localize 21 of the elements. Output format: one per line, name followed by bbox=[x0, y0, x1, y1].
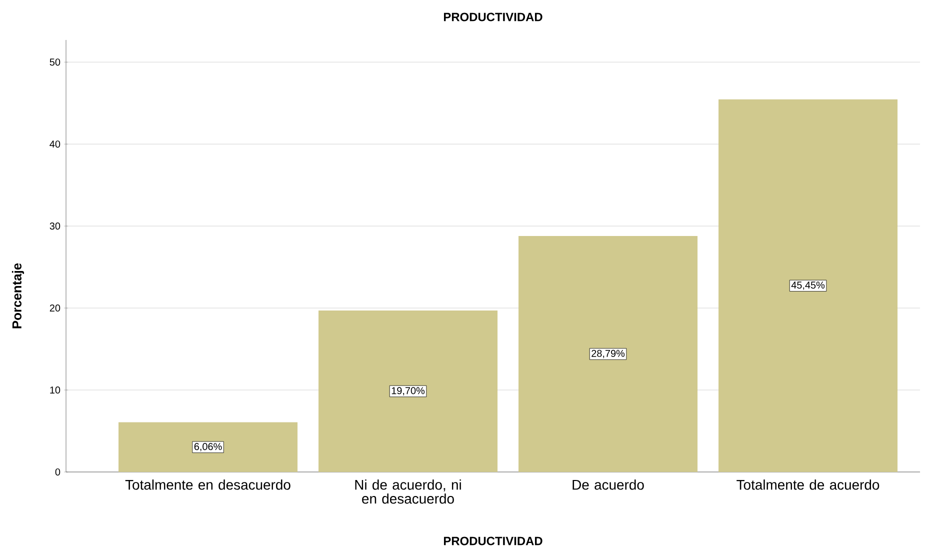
data-label: 28,79% bbox=[592, 350, 625, 358]
bar bbox=[118, 422, 298, 472]
y-tick-label: 20 bbox=[50, 304, 60, 312]
y-tick-label: 50 bbox=[50, 58, 60, 66]
y-tick-label: 0 bbox=[55, 468, 60, 476]
bar bbox=[318, 310, 498, 472]
y-tick-label: 40 bbox=[50, 140, 60, 148]
x-tick-label: Totalmente en desacuerdo bbox=[125, 480, 290, 490]
data-label: 45,45% bbox=[791, 282, 825, 290]
x-tick-label: Totalmente de acuerdo bbox=[736, 480, 880, 490]
y-tick-label: 30 bbox=[50, 222, 60, 230]
x-tick-label: Ni de acuerdo, ni en desacuerdo bbox=[355, 480, 461, 504]
data-label: 19,70% bbox=[392, 387, 425, 396]
x-axis-title: PRODUCTIVIDAD bbox=[444, 536, 542, 546]
chart-title: PRODUCTIVIDAD bbox=[444, 12, 542, 22]
y-axis-title: Porcentaje bbox=[12, 263, 24, 328]
bar bbox=[718, 99, 898, 472]
data-label: 6,06% bbox=[194, 443, 222, 452]
bar bbox=[518, 236, 698, 472]
x-tick-label: De acuerdo bbox=[572, 480, 644, 490]
y-tick-label: 10 bbox=[50, 386, 60, 394]
